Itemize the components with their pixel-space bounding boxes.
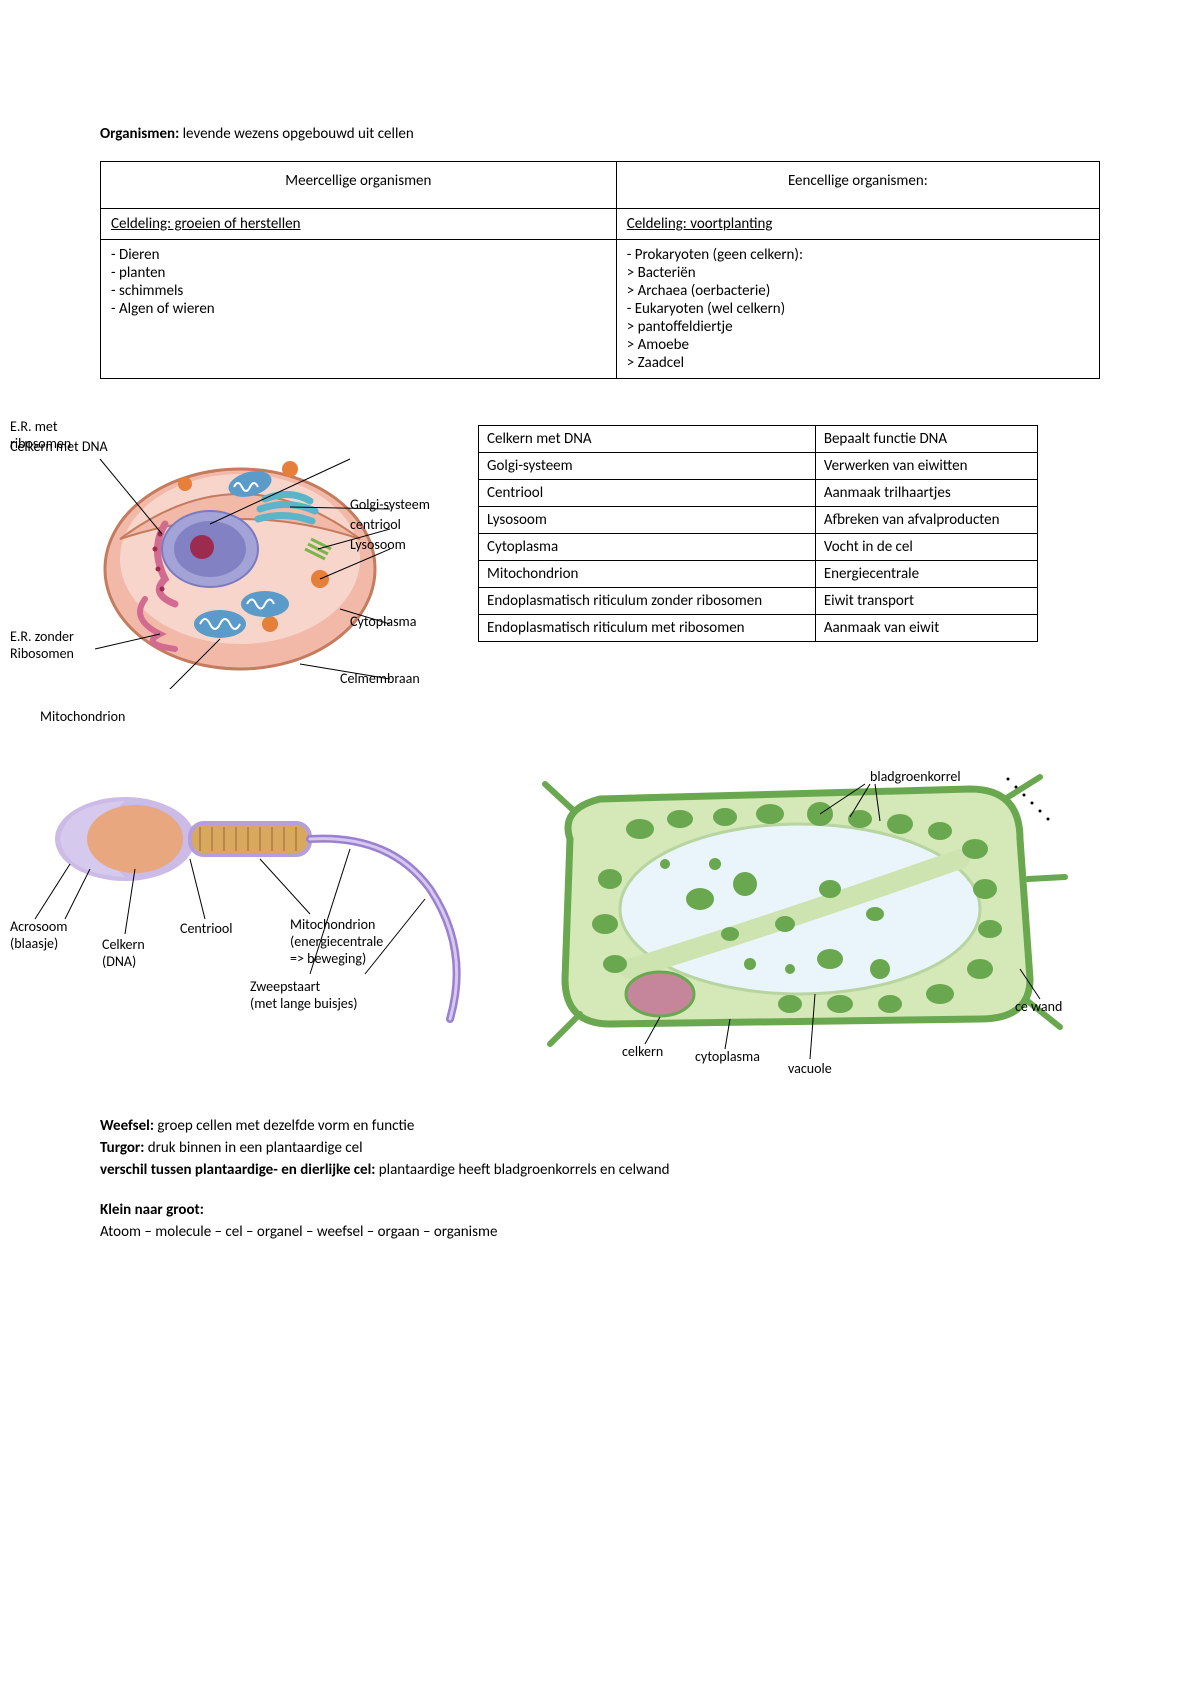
animal-cell-svg	[90, 429, 390, 689]
func-desc: Eiwit transport	[815, 588, 1037, 615]
organisms-table: Meercellige organismen Eencellige organi…	[100, 161, 1100, 379]
label-celwand: ce wand	[1015, 999, 1062, 1016]
func-name: Endoplasmatisch riticulum met ribosomen	[479, 615, 816, 642]
definitions: Weefsel: groep cellen met dezelfde vorm …	[100, 1117, 1100, 1241]
label-sperm-mito: Mitochondrion(energiecentrale=> beweging…	[290, 917, 383, 967]
label-plant-celkern: celkern	[622, 1044, 663, 1061]
label-sperm-centriool: Centriool	[180, 921, 232, 938]
func-name: Centriool	[479, 480, 816, 507]
func-desc: Bepaalt functie DNA	[815, 426, 1037, 453]
org-header-left: Meercellige organismen	[101, 162, 617, 209]
def-klein-text: Atoom – molecule – cel – organel – weefs…	[100, 1223, 1100, 1241]
func-desc: Afbreken van afvalproducten	[815, 507, 1037, 534]
def-klein-label: Klein naar groot:	[100, 1201, 204, 1219]
func-desc: Energiecentrale	[815, 561, 1037, 588]
func-name: Cytoplasma	[479, 534, 816, 561]
intro-line: Organismen: levende wezens opgebouwd uit…	[100, 125, 1100, 143]
func-desc: Aanmaak trilhaartjes	[815, 480, 1037, 507]
label-cytoplasma: Cytoplasma	[350, 614, 416, 631]
org-header-right: Eencellige organismen:	[616, 162, 1099, 209]
label-bladgroen: bladgroenkorrel	[870, 769, 961, 786]
label-sperm-celkern: Celkern(DNA)	[102, 937, 145, 971]
func-name: Mitochondrion	[479, 561, 816, 588]
func-name: Golgi-systeem	[479, 453, 816, 480]
def-weefsel-text: groep cellen met dezelfde vorm en functi…	[154, 1117, 414, 1135]
function-table: Celkern met DNABepaalt functie DNAGolgi-…	[478, 425, 1038, 642]
org-cell-right: - Prokaryoten (geen celkern):> Bacteriën…	[616, 240, 1099, 379]
intro-label: Organismen:	[100, 125, 179, 143]
label-zweep: Zweepstaart(met lange buisjes)	[250, 979, 358, 1013]
def-verschil-label: verschil tussen plantaardige- en dierlij…	[100, 1161, 375, 1179]
def-turgor-text: druk binnen in een plantaardige cel	[144, 1139, 362, 1157]
func-desc: Vocht in de cel	[815, 534, 1037, 561]
func-desc: Verwerken van eiwitten	[815, 453, 1037, 480]
func-desc: Aanmaak van eiwit	[815, 615, 1037, 642]
label-golgi: Golgi-systeem	[350, 497, 430, 514]
label-celkern: Celkern met DNA	[10, 439, 108, 456]
def-turgor-label: Turgor:	[100, 1139, 144, 1157]
def-weefsel-label: Weefsel:	[100, 1117, 154, 1135]
label-acrosoom: Acrosoom(blaasje)	[10, 919, 67, 953]
label-er-zonder: E.R. zonderRibosomen	[10, 629, 74, 663]
label-centriool: centriool	[350, 517, 401, 534]
plant-svg	[530, 769, 1070, 1069]
plant-cell-diagram: bladgroenkorrel celkern cytoplasma vacuo…	[530, 769, 1070, 1069]
intro-text: levende wezens opgebouwd uit cellen	[179, 125, 414, 143]
label-lysosoom: Lysosoom	[350, 537, 406, 554]
animal-cell-diagram: E.R. metribosomen Celkern met DNA Golgi-…	[10, 419, 470, 739]
label-celmembraan: Celmembraan	[340, 671, 420, 688]
sperm-cell-diagram: Acrosoom(blaasje) Celkern(DNA) Centriool…	[10, 769, 510, 1049]
label-plant-cyto: cytoplasma	[695, 1049, 760, 1066]
func-name: Celkern met DNA	[479, 426, 816, 453]
func-name: Lysosoom	[479, 507, 816, 534]
func-name: Endoplasmatisch riticulum zonder ribosom…	[479, 588, 816, 615]
label-mitochondrion: Mitochondrion	[40, 709, 125, 726]
org-cell-left: - Dieren- planten- schimmels- Algen of w…	[101, 240, 617, 379]
org-sub-left: Celdeling: groeien of herstellen	[111, 215, 301, 233]
label-vacuole: vacuole	[788, 1061, 832, 1078]
def-verschil-text: plantaardige heeft bladgroenkorrels en c…	[375, 1161, 669, 1179]
org-sub-right: Celdeling: voortplanting	[627, 215, 773, 233]
